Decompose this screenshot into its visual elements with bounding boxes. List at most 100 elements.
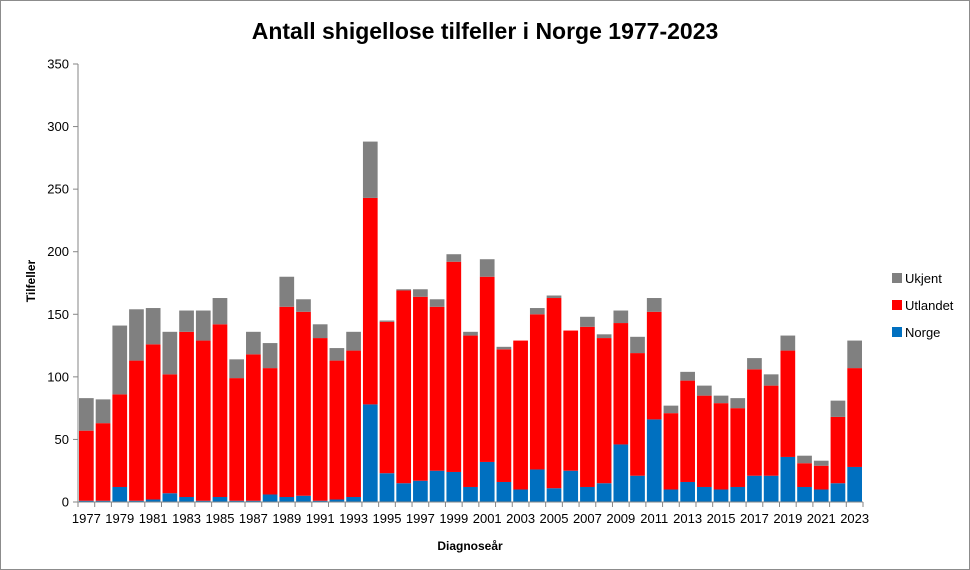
bar-utlandet-2009 bbox=[613, 323, 629, 445]
bar-utlandet-2017 bbox=[747, 369, 762, 476]
bar-utlandet-2001 bbox=[479, 276, 495, 462]
bar-utlandet-1994 bbox=[362, 197, 378, 405]
bar-utlandet-1998 bbox=[429, 306, 445, 471]
bar-utlandet-1985 bbox=[212, 324, 228, 497]
bar-norge-2018 bbox=[763, 475, 779, 502]
bar-norge-1988 bbox=[262, 494, 278, 502]
bar-norge-2019 bbox=[780, 456, 796, 502]
x-tick-label: 1993 bbox=[339, 511, 368, 526]
bar-utlandet-1984 bbox=[195, 340, 211, 501]
bar-norge-2007 bbox=[580, 486, 595, 502]
bar-norge-1993 bbox=[346, 496, 361, 502]
bar-norge-2000 bbox=[463, 486, 478, 502]
bar-norge-2005 bbox=[546, 488, 562, 502]
bar-ukjent-2004 bbox=[529, 308, 545, 315]
bar-utlandet-2018 bbox=[763, 385, 779, 476]
bar-norge-1990 bbox=[296, 495, 311, 502]
bar-norge-2002 bbox=[496, 481, 512, 502]
bar-norge-2001 bbox=[479, 461, 495, 502]
bar-utlandet-2011 bbox=[646, 311, 662, 420]
bar-utlandet-2008 bbox=[596, 338, 612, 484]
bar-utlandet-2013 bbox=[680, 380, 695, 482]
bar-norge-2004 bbox=[529, 469, 545, 502]
bar-ukjent-2014 bbox=[696, 385, 712, 396]
bar-utlandet-1979 bbox=[112, 394, 128, 487]
bar-ukjent-2008 bbox=[596, 334, 612, 339]
bar-ukjent-2018 bbox=[763, 374, 779, 386]
bar-norge-1981 bbox=[145, 499, 161, 502]
bar-ukjent-1997 bbox=[413, 289, 428, 297]
bar-utlandet-2020 bbox=[797, 463, 812, 487]
bar-utlandet-1992 bbox=[329, 360, 345, 500]
bar-norge-1989 bbox=[279, 496, 295, 502]
y-tick-label: 50 bbox=[55, 432, 69, 447]
bar-norge-1987 bbox=[246, 500, 261, 502]
bar-ukjent-1993 bbox=[346, 331, 361, 351]
y-axis-title: Tilfeller bbox=[24, 259, 38, 302]
x-tick-label: 2023 bbox=[840, 511, 869, 526]
bar-norge-2009 bbox=[613, 444, 629, 502]
bar-norge-1985 bbox=[212, 496, 228, 502]
y-tick-label: 200 bbox=[47, 244, 69, 259]
bar-ukjent-1986 bbox=[229, 359, 245, 379]
bar-ukjent-1991 bbox=[312, 324, 328, 339]
bar-norge-2016 bbox=[730, 486, 746, 502]
bar-utlandet-2005 bbox=[546, 298, 562, 489]
bar-norge-1977 bbox=[79, 500, 94, 502]
bar-utlandet-1983 bbox=[179, 331, 194, 497]
bar-ukjent-1985 bbox=[212, 298, 228, 325]
bar-norge-1999 bbox=[446, 471, 462, 502]
bar-norge-1994 bbox=[362, 404, 378, 502]
x-tick-label: 1983 bbox=[172, 511, 201, 526]
bar-utlandet-1977 bbox=[79, 430, 94, 501]
x-tick-label: 1985 bbox=[206, 511, 235, 526]
x-tick-label: 1989 bbox=[272, 511, 301, 526]
bar-utlandet-2021 bbox=[813, 465, 829, 490]
x-tick-label: 1979 bbox=[105, 511, 134, 526]
bar-norge-1992 bbox=[329, 499, 345, 502]
legend-label-norge: Norge bbox=[905, 325, 940, 340]
bar-utlandet-1980 bbox=[129, 360, 144, 501]
bar-utlandet-1981 bbox=[145, 344, 161, 500]
bar-utlandet-1978 bbox=[95, 423, 111, 501]
bar-norge-2003 bbox=[513, 489, 528, 502]
legend-label-ukjent: Ukjent bbox=[905, 271, 942, 286]
x-axis-title: Diagnoseår bbox=[437, 539, 503, 553]
bar-utlandet-2012 bbox=[663, 413, 679, 490]
x-tick-label: 1977 bbox=[72, 511, 101, 526]
bar-norge-1984 bbox=[195, 500, 211, 502]
bar-ukjent-1988 bbox=[262, 343, 278, 369]
bar-utlandet-2007 bbox=[580, 326, 595, 487]
bar-norge-2021 bbox=[813, 489, 829, 502]
y-tick-label: 150 bbox=[47, 307, 69, 322]
bar-ukjent-2009 bbox=[613, 310, 629, 324]
bar-ukjent-1982 bbox=[162, 331, 178, 375]
bar-ukjent-1999 bbox=[446, 254, 462, 262]
bar-utlandet-1997 bbox=[413, 296, 428, 481]
bar-norge-1986 bbox=[229, 500, 245, 502]
x-tick-label: 2021 bbox=[807, 511, 836, 526]
bar-utlandet-1986 bbox=[229, 378, 245, 501]
bar-norge-2011 bbox=[646, 419, 662, 502]
bar-norge-2015 bbox=[713, 489, 729, 502]
bar-norge-2012 bbox=[663, 489, 679, 502]
x-tick-label: 1987 bbox=[239, 511, 268, 526]
bar-utlandet-2010 bbox=[630, 353, 645, 476]
bar-norge-2014 bbox=[696, 486, 712, 502]
bar-utlandet-1988 bbox=[262, 368, 278, 495]
bar-utlandet-1990 bbox=[296, 311, 311, 496]
bar-ukjent-1994 bbox=[362, 141, 378, 198]
y-tick-label: 0 bbox=[62, 495, 69, 510]
bar-norge-1983 bbox=[179, 496, 194, 502]
bar-ukjent-1987 bbox=[246, 331, 261, 355]
legend-swatch-ukjent bbox=[892, 273, 902, 283]
y-tick-label: 350 bbox=[47, 57, 69, 72]
x-tick-label: 2013 bbox=[673, 511, 702, 526]
bar-area bbox=[79, 141, 862, 502]
bar-ukjent-2012 bbox=[663, 405, 679, 414]
bar-ukjent-2005 bbox=[546, 295, 562, 299]
bar-ukjent-2020 bbox=[797, 455, 812, 464]
x-tick-label: 2001 bbox=[473, 511, 502, 526]
